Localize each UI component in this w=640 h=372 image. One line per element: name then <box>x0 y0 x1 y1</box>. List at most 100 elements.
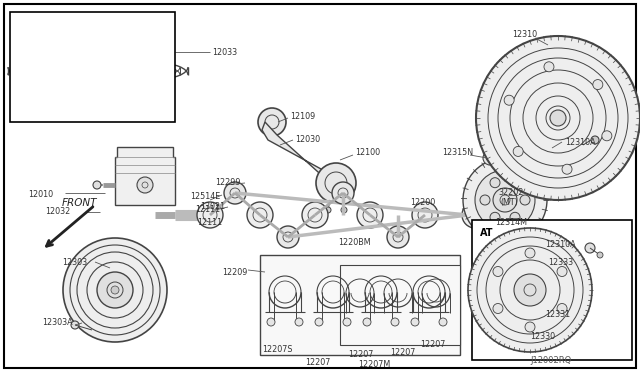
Circle shape <box>332 182 354 204</box>
Circle shape <box>93 181 101 189</box>
Bar <box>340 265 460 345</box>
Text: 12303: 12303 <box>62 258 87 267</box>
Circle shape <box>463 158 547 242</box>
Circle shape <box>341 207 347 213</box>
Circle shape <box>412 202 438 228</box>
Text: 12207: 12207 <box>420 340 445 349</box>
Text: 12310A: 12310A <box>565 138 596 147</box>
Circle shape <box>247 202 273 228</box>
Circle shape <box>557 304 567 314</box>
Polygon shape <box>262 122 340 190</box>
Circle shape <box>493 304 503 314</box>
Text: 32202: 32202 <box>498 188 524 197</box>
Text: 12030: 12030 <box>295 135 320 144</box>
Circle shape <box>71 321 79 329</box>
Circle shape <box>493 188 517 212</box>
Circle shape <box>597 252 603 258</box>
Text: J12002RQ: J12002RQ <box>530 356 572 365</box>
Text: 12207: 12207 <box>305 358 330 367</box>
Text: 12100: 12100 <box>355 148 380 157</box>
Text: 12314M: 12314M <box>495 218 527 227</box>
Text: AT: AT <box>480 228 493 238</box>
Text: 12299: 12299 <box>215 178 241 187</box>
Circle shape <box>544 62 554 72</box>
Circle shape <box>363 318 371 326</box>
Text: 12032: 12032 <box>45 207 70 216</box>
Circle shape <box>357 202 383 228</box>
Circle shape <box>483 151 497 165</box>
Circle shape <box>277 226 299 248</box>
Text: FRONT: FRONT <box>62 198 97 208</box>
Circle shape <box>520 195 530 205</box>
Circle shape <box>439 318 447 326</box>
Text: 12033: 12033 <box>212 48 237 57</box>
Text: 12310: 12310 <box>512 30 537 39</box>
Circle shape <box>593 80 603 90</box>
Circle shape <box>510 212 520 222</box>
Text: 12207: 12207 <box>390 348 415 357</box>
Text: 13021: 13021 <box>200 202 225 211</box>
Circle shape <box>325 207 331 213</box>
Circle shape <box>493 266 503 276</box>
Circle shape <box>585 243 595 253</box>
Circle shape <box>557 266 567 276</box>
Circle shape <box>197 202 223 228</box>
Circle shape <box>490 212 500 222</box>
Text: 12207: 12207 <box>348 350 373 359</box>
Circle shape <box>602 131 612 141</box>
Bar <box>260 255 460 355</box>
Circle shape <box>562 164 572 174</box>
Text: 1220BM: 1220BM <box>338 238 371 247</box>
Circle shape <box>224 182 246 204</box>
Circle shape <box>315 318 323 326</box>
Circle shape <box>476 36 640 200</box>
Text: 12514E: 12514E <box>190 192 220 201</box>
Circle shape <box>462 202 488 228</box>
Text: 12310A: 12310A <box>545 240 575 249</box>
Circle shape <box>267 318 275 326</box>
Circle shape <box>316 163 356 203</box>
Circle shape <box>525 248 535 258</box>
Circle shape <box>497 159 503 165</box>
Text: 12331: 12331 <box>545 310 570 319</box>
Text: 12207M: 12207M <box>358 360 390 369</box>
Bar <box>10 12 175 122</box>
Text: 12315N: 12315N <box>442 148 473 157</box>
Text: 12333: 12333 <box>548 258 573 267</box>
Circle shape <box>468 228 592 352</box>
Circle shape <box>514 274 546 306</box>
Text: 12330: 12330 <box>530 332 555 341</box>
Circle shape <box>411 318 419 326</box>
Text: 12209: 12209 <box>222 268 248 277</box>
Polygon shape <box>475 199 490 231</box>
Circle shape <box>111 286 119 294</box>
Circle shape <box>343 318 351 326</box>
Circle shape <box>591 136 599 144</box>
Polygon shape <box>115 147 175 205</box>
Circle shape <box>137 177 153 193</box>
Text: 12111: 12111 <box>197 218 222 227</box>
Circle shape <box>504 95 514 105</box>
Text: 12109: 12109 <box>290 112 316 121</box>
Text: 12200: 12200 <box>410 198 435 207</box>
Circle shape <box>475 170 535 230</box>
Circle shape <box>550 110 566 126</box>
Circle shape <box>490 178 500 188</box>
Text: 12303A: 12303A <box>42 318 72 327</box>
Circle shape <box>295 318 303 326</box>
Text: 12207S: 12207S <box>262 345 292 354</box>
Circle shape <box>63 238 167 342</box>
Circle shape <box>302 202 328 228</box>
Circle shape <box>391 318 399 326</box>
Text: (MT): (MT) <box>500 198 518 207</box>
Circle shape <box>525 322 535 332</box>
Circle shape <box>258 108 286 136</box>
Circle shape <box>513 147 523 156</box>
Circle shape <box>480 195 490 205</box>
Circle shape <box>97 272 133 308</box>
Text: 12111: 12111 <box>195 205 220 214</box>
Text: 12010: 12010 <box>28 190 53 199</box>
Circle shape <box>510 178 520 188</box>
Circle shape <box>387 226 409 248</box>
Bar <box>472 220 632 360</box>
